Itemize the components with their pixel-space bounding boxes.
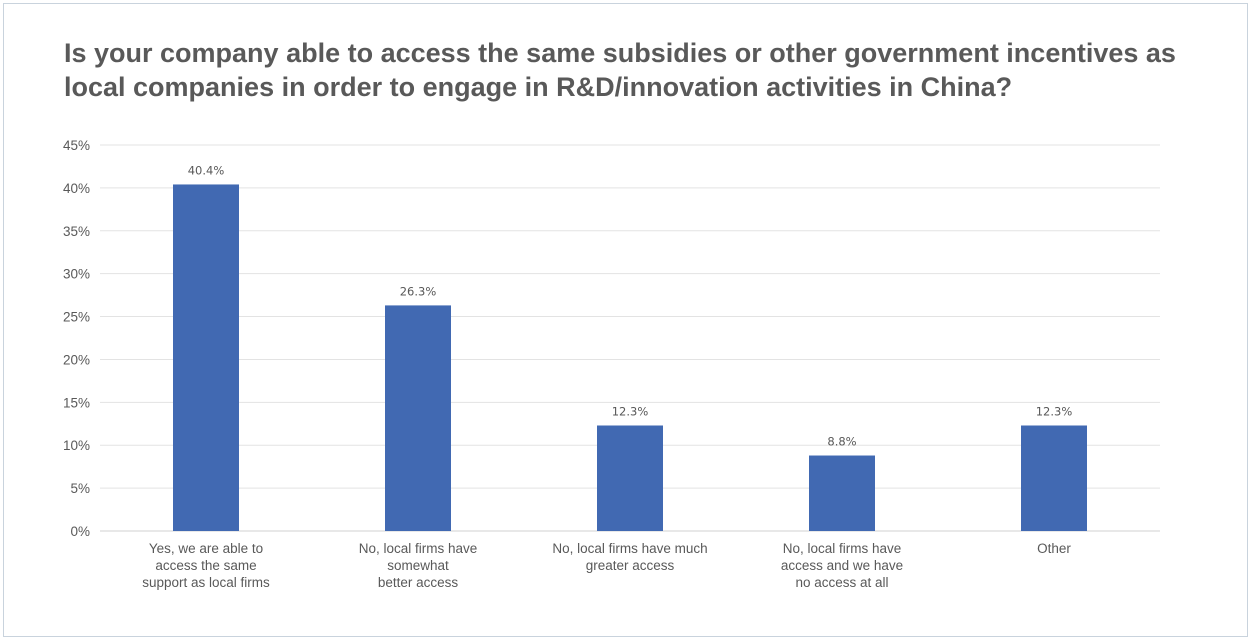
y-tick-label: 20% [63,352,90,367]
x-category-label: Other [1037,541,1071,556]
y-tick-label: 10% [63,438,90,453]
data-label: 40.4% [188,163,225,177]
y-tick-label: 25% [63,310,90,325]
x-category-label: No, local firms have somewhat better acces… [359,541,478,590]
y-tick-label: 40% [63,181,90,196]
bar [173,184,239,532]
x-category-label: Yes, we are able to access the same suppor… [142,541,270,590]
y-tick-label: 0% [70,524,90,539]
data-label: 12.3% [1036,404,1073,418]
bar [809,455,875,531]
bar [597,425,663,531]
data-label: 8.8% [827,435,856,449]
chart-title: Is your company able to access the same … [64,38,1176,102]
y-tick-label: 5% [70,481,90,496]
y-tick-label: 45% [63,138,90,153]
x-category-label: No, local firms have much greater access [552,541,707,573]
y-tick-label: 35% [63,224,90,239]
bar [1021,425,1087,531]
y-tick-label: 30% [63,267,90,282]
x-category-label: No, local firms have access and we have no… [781,541,903,590]
data-label: 26.3% [400,284,437,298]
y-tick-label: 15% [63,395,90,410]
bar [385,305,451,531]
data-label: 12.3% [612,404,649,418]
